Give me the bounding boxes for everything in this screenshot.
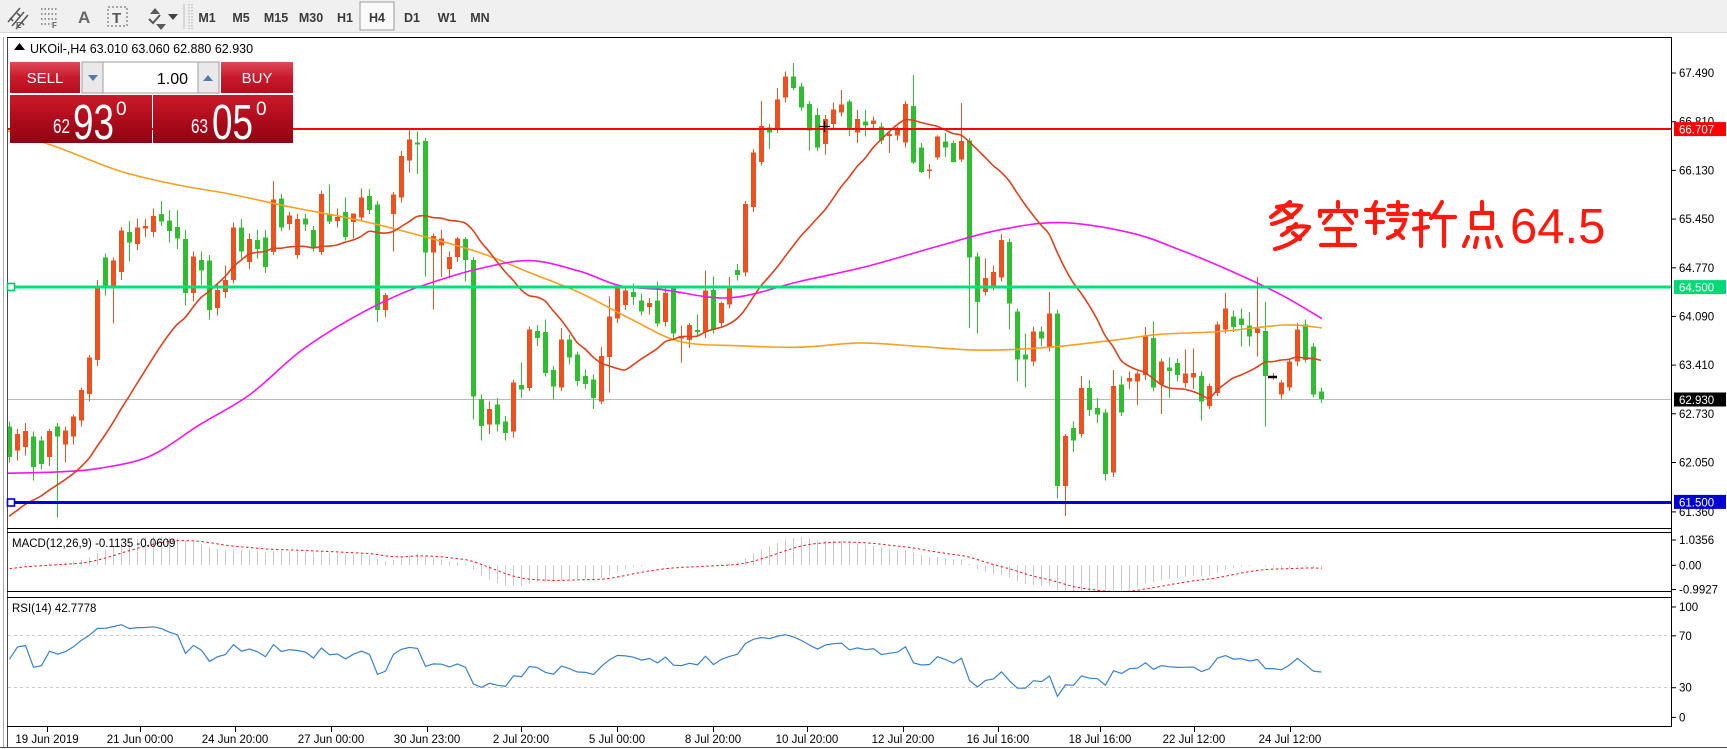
svg-text:19 Jun 2019: 19 Jun 2019 — [15, 734, 78, 746]
svg-text:61.360: 61.360 — [1679, 507, 1714, 519]
svg-text:BUY: BUY — [242, 70, 273, 87]
svg-text:M5: M5 — [232, 11, 249, 25]
svg-text:10 Jul 20:00: 10 Jul 20:00 — [776, 734, 839, 746]
svg-text:64.090: 64.090 — [1679, 311, 1714, 323]
svg-text:63: 63 — [191, 116, 208, 138]
svg-text:8 Jul 20:00: 8 Jul 20:00 — [685, 734, 741, 746]
svg-text:E: E — [16, 21, 22, 30]
svg-text:W1: W1 — [438, 11, 457, 25]
svg-text:M1: M1 — [198, 11, 215, 25]
svg-text:1.0356: 1.0356 — [1679, 535, 1714, 547]
svg-text:A: A — [78, 8, 90, 27]
svg-text:100: 100 — [1679, 602, 1698, 614]
svg-text:M30: M30 — [299, 11, 323, 25]
svg-text:H4: H4 — [369, 11, 385, 25]
svg-text:18 Jul 16:00: 18 Jul 16:00 — [1069, 734, 1132, 746]
svg-text:H1: H1 — [337, 11, 353, 25]
svg-text:64.500: 64.500 — [1679, 283, 1714, 295]
svg-text:62: 62 — [53, 116, 70, 138]
svg-text:63.410: 63.410 — [1679, 360, 1714, 372]
svg-text:24 Jun 20:00: 24 Jun 20:00 — [202, 734, 269, 746]
svg-text:22 Jul 12:00: 22 Jul 12:00 — [1163, 734, 1226, 746]
svg-text:0: 0 — [1679, 712, 1685, 724]
svg-text:64.5: 64.5 — [1510, 200, 1605, 254]
svg-text:24 Jul 12:00: 24 Jul 12:00 — [1259, 734, 1322, 746]
svg-text:MACD(12,26,9) -0.1135 -0.0609: MACD(12,26,9) -0.1135 -0.0609 — [12, 538, 175, 550]
svg-text:93: 93 — [73, 96, 114, 150]
svg-text:67.490: 67.490 — [1679, 68, 1714, 80]
svg-text:0: 0 — [116, 99, 127, 120]
svg-text:62.050: 62.050 — [1679, 458, 1714, 470]
svg-text:T: T — [112, 10, 121, 27]
svg-text:5 Jul 00:00: 5 Jul 00:00 — [589, 734, 645, 746]
svg-text:UKOil-,H4 63.010 63.060 62.88: UKOil-,H4 63.010 63.060 62.880 62.930 — [30, 42, 253, 56]
svg-text:2 Jul 20:00: 2 Jul 20:00 — [493, 734, 549, 746]
svg-text:30: 30 — [1679, 683, 1692, 695]
svg-text:62.930: 62.930 — [1679, 395, 1714, 407]
svg-text:M15: M15 — [264, 11, 288, 25]
svg-text:12 Jul 20:00: 12 Jul 20:00 — [872, 734, 935, 746]
svg-text:SELL: SELL — [27, 70, 64, 87]
svg-text:64.770: 64.770 — [1679, 263, 1714, 275]
svg-text:30 Jun 23:00: 30 Jun 23:00 — [394, 734, 461, 746]
svg-text:1.00: 1.00 — [157, 71, 188, 88]
svg-text:MN: MN — [470, 11, 489, 25]
svg-text:62.730: 62.730 — [1679, 409, 1714, 421]
svg-text:-0.9927: -0.9927 — [1679, 585, 1718, 597]
svg-text:0.00: 0.00 — [1679, 560, 1701, 572]
svg-text:65.450: 65.450 — [1679, 214, 1714, 226]
svg-text:70: 70 — [1679, 631, 1692, 643]
svg-text:66.707: 66.707 — [1679, 125, 1714, 137]
svg-text:16 Jul 16:00: 16 Jul 16:00 — [967, 734, 1030, 746]
svg-text:61.500: 61.500 — [1679, 497, 1714, 509]
svg-text:05: 05 — [212, 96, 253, 150]
svg-text:0: 0 — [256, 99, 267, 120]
svg-text:66.130: 66.130 — [1679, 165, 1714, 177]
svg-text:21 Jun 00:00: 21 Jun 00:00 — [107, 734, 174, 746]
svg-text:F: F — [52, 21, 57, 30]
svg-text:27 Jun 00:00: 27 Jun 00:00 — [298, 734, 365, 746]
svg-text:D1: D1 — [404, 11, 420, 25]
svg-text:RSI(14) 42.7778: RSI(14) 42.7778 — [12, 603, 96, 615]
